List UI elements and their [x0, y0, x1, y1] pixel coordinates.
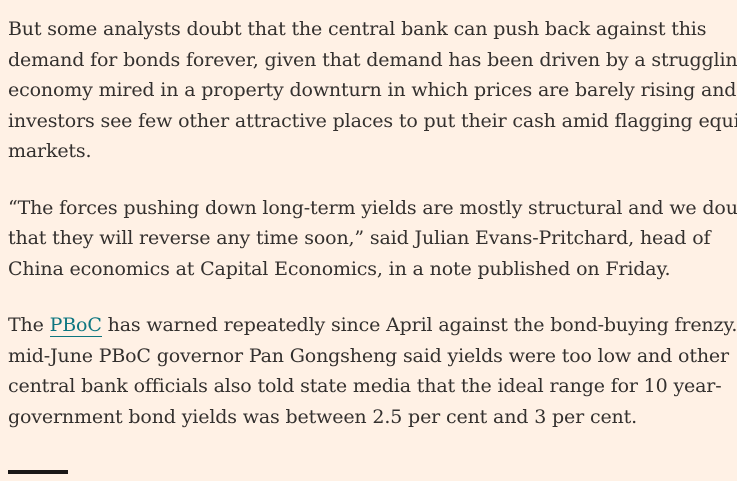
paragraph-analysts-doubt: But some analysts doubt that the central…	[8, 14, 737, 167]
paragraph-quote: “The forces pushing down long-term yield…	[8, 193, 737, 285]
text-fragment: The	[8, 314, 50, 336]
text-line: investors see few other attractive place…	[8, 109, 737, 132]
article-body: But some analysts doubt that the central…	[8, 14, 737, 432]
text-line: The PBoC has warned repeatedly since Apr…	[8, 310, 737, 341]
text-line: China economics at Capital Economics, in…	[8, 257, 671, 280]
text-line: government bond yields was between 2.5 p…	[8, 405, 637, 428]
text-line: “The forces pushing down long-term yield…	[8, 196, 737, 219]
section-divider	[8, 470, 68, 474]
pboc-link[interactable]: PBoC	[49, 314, 102, 337]
text-line: But some analysts doubt that the central…	[8, 18, 707, 40]
text-line: demand for bonds forever, given that dem…	[8, 48, 737, 71]
text-line: economy mired in a property downturn in …	[8, 79, 737, 101]
text-line: mid-June PBoC governor Pan Gongsheng sai…	[8, 344, 729, 367]
text-line: that they will reverse any time soon,” s…	[8, 227, 711, 249]
paragraph-pboc-warning: The PBoC has warned repeatedly since Apr…	[8, 310, 737, 432]
text-line: markets.	[8, 140, 92, 162]
text-fragment: has warned repeatedly since April agains…	[101, 314, 737, 336]
text-line: central bank officials also told state m…	[8, 375, 722, 397]
